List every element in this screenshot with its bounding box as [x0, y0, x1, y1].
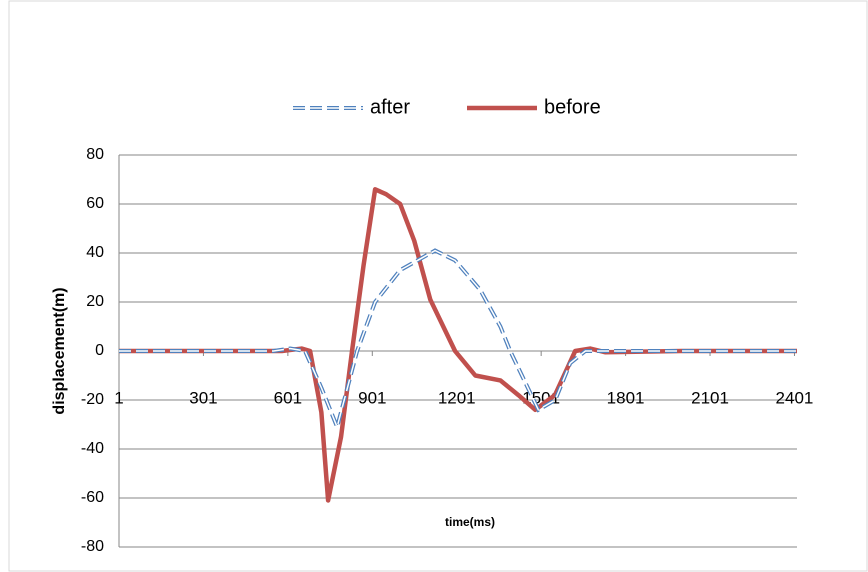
y-axis-label: displacement(m): [51, 287, 68, 414]
x-tick-label: 301: [189, 388, 217, 407]
y-tick-label: -60: [81, 489, 104, 506]
y-tick-label: 20: [86, 293, 104, 310]
x-tick-label: 1801: [607, 388, 645, 407]
series-line: [119, 187, 797, 503]
x-tick-label: 2401: [776, 388, 814, 407]
legend-label: before: [544, 96, 601, 118]
x-axis-label: time(ms): [445, 515, 495, 529]
y-tick-label: 60: [86, 195, 104, 212]
legend-label: after: [370, 96, 410, 118]
x-tick-label: 2101: [691, 388, 729, 407]
x-tick-label: 601: [274, 388, 302, 407]
x-tick-label: 1201: [438, 388, 476, 407]
x-tick-label: 901: [358, 388, 386, 407]
series-line-inner: [119, 249, 797, 430]
x-tick-label: 1: [114, 388, 123, 407]
y-tick-label: 40: [86, 244, 104, 261]
y-tick-label: 80: [86, 146, 104, 163]
y-tick-label: 0: [95, 342, 104, 359]
y-tick-label: -40: [81, 440, 104, 457]
y-tick-label: -20: [81, 391, 104, 408]
y-tick-label: -80: [81, 538, 104, 555]
chart-border: [8, 0, 868, 572]
